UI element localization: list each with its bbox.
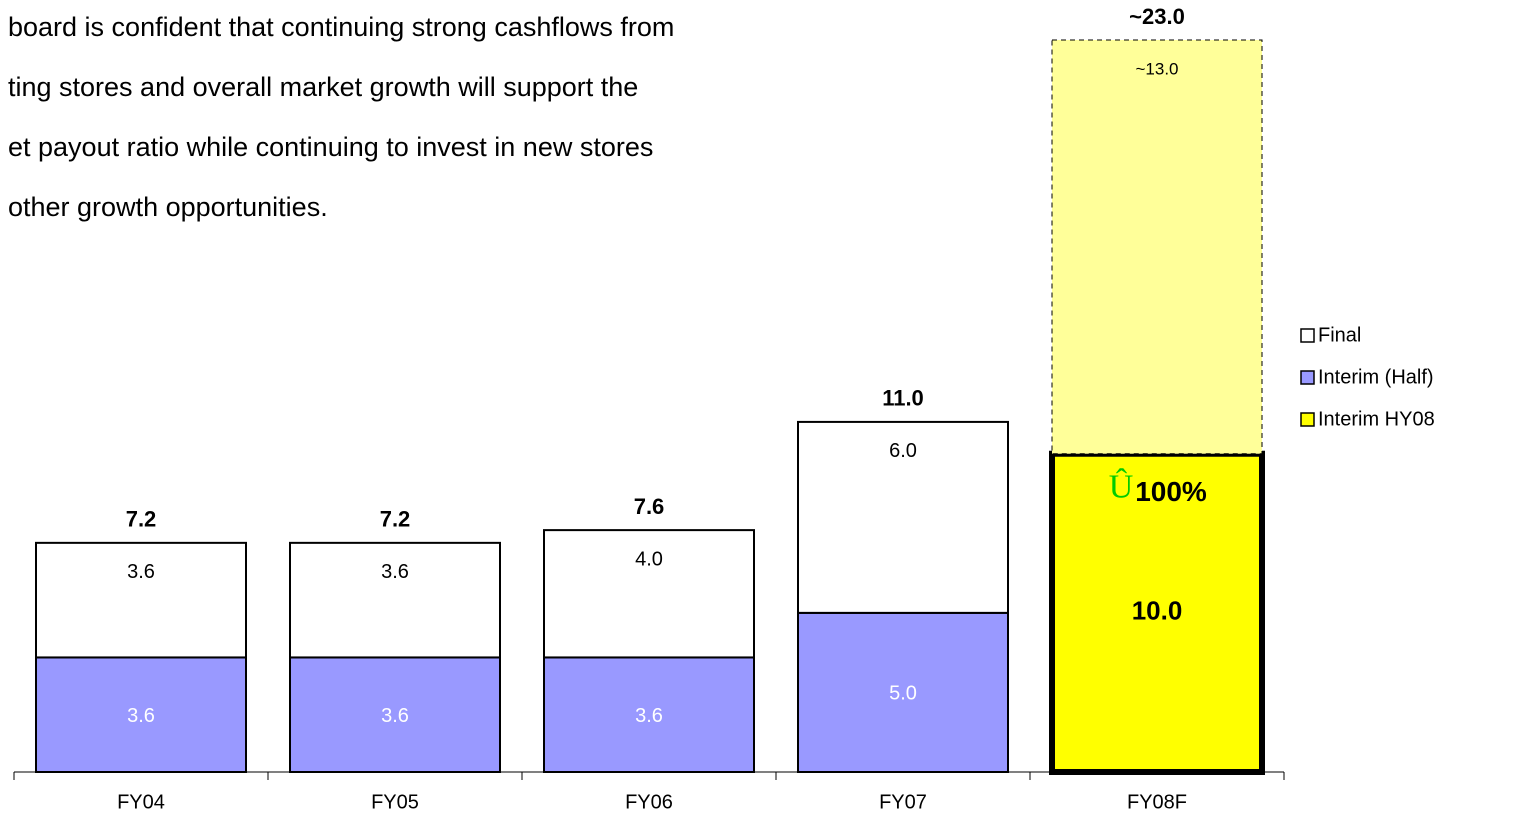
bar-segment	[543, 529, 755, 659]
badge-symbol: Û	[1109, 468, 1134, 506]
total-label: 7.2	[380, 507, 411, 532]
bar-segment	[797, 420, 1009, 614]
value-label: ~13.0	[1135, 59, 1178, 78]
x-tick-label: FY08F	[1127, 791, 1187, 813]
bar-segment	[289, 656, 501, 773]
x-tick-label: FY05	[371, 791, 419, 813]
note-line: et payout ratio while continuing to inve…	[8, 132, 653, 162]
bar-segment	[35, 541, 247, 659]
bar-segment	[543, 656, 755, 773]
legend-label: Interim HY08	[1318, 408, 1435, 430]
x-tick-label: FY07	[879, 791, 927, 813]
value-label: 3.6	[635, 705, 663, 727]
legend-swatch	[1300, 370, 1315, 385]
bar-segment	[1051, 39, 1263, 455]
note-line: other growth opportunities.	[8, 192, 328, 222]
legend-label: Interim (Half)	[1318, 366, 1434, 388]
bar-segment	[35, 656, 247, 773]
x-tick-label: FY06	[625, 791, 673, 813]
badge-text: 100%	[1135, 476, 1207, 507]
note-line: ting stores and overall market growth wi…	[8, 72, 638, 102]
value-label: 3.6	[127, 561, 155, 583]
value-label: 5.0	[889, 683, 917, 705]
total-label: 11.0	[882, 386, 924, 411]
value-label: 10.0	[1132, 596, 1183, 626]
note-line: board is confident that continuing stron…	[8, 12, 674, 42]
value-label: 3.6	[381, 705, 409, 727]
value-label: 6.0	[889, 440, 917, 462]
bar-segment	[797, 611, 1009, 773]
total-label: 7.6	[634, 494, 665, 519]
value-label: 4.0	[635, 548, 663, 570]
total-label: 7.2	[126, 507, 157, 532]
bar-segment	[289, 541, 501, 659]
value-label: 3.6	[127, 705, 155, 727]
total-label: ~23.0	[1129, 4, 1185, 29]
x-tick-label: FY04	[117, 791, 165, 813]
legend-swatch	[1300, 412, 1315, 427]
value-label: 3.6	[381, 561, 409, 583]
bar-segment	[1049, 450, 1265, 775]
legend-swatch	[1300, 328, 1315, 343]
legend-label: Final	[1318, 324, 1361, 346]
